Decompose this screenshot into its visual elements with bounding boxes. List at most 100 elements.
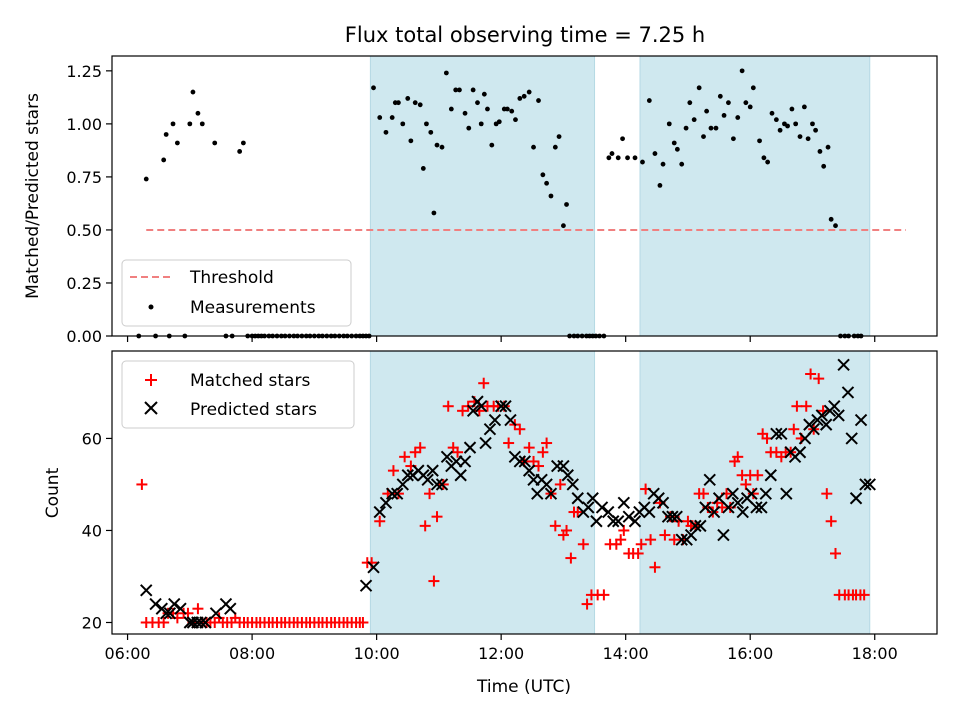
measurement-point <box>801 104 807 110</box>
measurement-point <box>163 132 169 137</box>
top-shade-interval-0 <box>369 55 596 337</box>
predicted-star-point <box>622 510 635 523</box>
measurement-point <box>810 121 815 127</box>
x-axis-label: Time (UTC) <box>476 677 571 697</box>
predicted-star-point <box>435 478 449 491</box>
matched-star-point <box>732 451 744 463</box>
matched-star-point <box>752 469 764 481</box>
matched-star-point <box>632 547 644 559</box>
bottom-panel: 20 40 60 06:00 08:00 10:00 12:00 14:00 16:00 18:… <box>43 350 938 697</box>
y-tick-label: 0.25 <box>66 274 102 293</box>
matched-star-point <box>577 538 589 550</box>
predicted-star-point <box>819 418 833 431</box>
measurement-point <box>708 125 714 131</box>
measurement-point <box>735 115 741 120</box>
measurement-point <box>466 125 472 131</box>
matched-star-point <box>635 538 647 550</box>
threshold-legend-label: Threshold <box>189 268 274 288</box>
predicted-star-point <box>466 404 480 418</box>
predicted-star-point <box>540 478 553 491</box>
predicted-star-point <box>736 505 749 519</box>
top-shade-interval-1 <box>639 55 871 337</box>
matched-star-point <box>791 400 803 412</box>
predicted-star-point <box>475 400 488 413</box>
y-tick-label: 40 <box>82 521 102 540</box>
bottom-y-ticks: 20 40 60 <box>82 429 112 632</box>
predicted-star-point <box>759 487 772 500</box>
measurement-point <box>517 96 523 101</box>
predicted-star-point <box>479 436 492 450</box>
predicted-star-point <box>454 469 467 482</box>
predicted-star-point <box>373 505 386 519</box>
predicted-star-point <box>841 386 855 399</box>
predicted-star-point <box>421 473 434 487</box>
predicted-star-point <box>617 496 631 510</box>
predicted-star-point <box>224 602 237 615</box>
predicted-legend-label: Predicted stars <box>190 400 317 420</box>
x-tick-label: 08:00 <box>229 644 275 663</box>
measurement-point <box>773 117 779 123</box>
predicted-star-point <box>703 473 716 487</box>
measurement-point <box>674 146 680 152</box>
measurement-point <box>657 182 663 188</box>
measurement-point <box>769 110 775 116</box>
predicted-star-point <box>722 501 735 514</box>
predicted-star-point <box>780 487 793 500</box>
predicted-star-point <box>396 478 409 491</box>
measurements-legend-label: Measurements <box>190 298 316 318</box>
x-tick-label: 12:00 <box>478 644 524 663</box>
predicted-star-point <box>731 496 744 510</box>
measurement-point <box>470 87 476 93</box>
predicted-star-point <box>430 478 444 491</box>
bottom-x-ticks: 06:00 08:00 10:00 12:00 14:00 16:00 18:00 <box>105 634 898 663</box>
matched-star-point <box>659 529 671 541</box>
predicted-star-point <box>684 528 698 542</box>
measurements-legend-swatch <box>148 304 154 310</box>
measurement-point <box>625 155 630 161</box>
measurement-point <box>620 136 625 142</box>
measurement-point <box>717 93 723 99</box>
predicted-star-point <box>458 455 472 468</box>
bottom-legend-box <box>121 360 355 429</box>
measurement-point <box>552 144 558 150</box>
predicted-star-point <box>666 510 679 523</box>
measurement-point <box>606 155 612 161</box>
x-tick-label: 10:00 <box>354 644 400 663</box>
predicted-star-point <box>140 584 153 597</box>
measurement-point <box>671 140 677 146</box>
bottom-legend: Matched stars Predicted stars <box>121 360 355 429</box>
measurement-point <box>504 106 510 112</box>
measurement-point <box>757 138 762 144</box>
matched-star-point <box>618 524 630 536</box>
matched-star-point <box>747 488 759 500</box>
predicted-star-point <box>595 501 609 514</box>
matched-star-point <box>615 534 627 546</box>
measurement-point <box>761 155 767 161</box>
measurement-point <box>765 159 771 165</box>
matched-star-point <box>374 515 386 527</box>
bot-shade-interval-0 <box>369 350 596 635</box>
predicted-star-point <box>859 478 872 491</box>
predicted-star-point <box>561 469 574 482</box>
matched-star-point <box>549 520 561 532</box>
x-tick-label: 16:00 <box>727 644 773 663</box>
matched-star-point <box>442 400 454 412</box>
measurement-point <box>531 144 536 150</box>
measurement-point <box>615 155 621 161</box>
predicted-star-point <box>483 423 497 436</box>
predicted-star-point <box>174 602 187 615</box>
predicted-star-point <box>463 441 477 454</box>
measurement-point <box>683 125 689 131</box>
measurement-point <box>431 210 437 216</box>
measurement-point <box>521 93 527 99</box>
matched-star-point <box>503 437 515 449</box>
matched-star-point <box>740 478 752 490</box>
matched-star-point <box>825 515 837 527</box>
bottom-y-axis-label: Count <box>43 467 63 518</box>
measurement-point <box>691 117 697 123</box>
y-tick-label: 0.50 <box>66 221 102 240</box>
predicted-star-point <box>194 616 208 629</box>
measurement-point <box>453 87 459 93</box>
measurement-point <box>170 121 176 127</box>
predicted-star-point <box>379 496 393 510</box>
